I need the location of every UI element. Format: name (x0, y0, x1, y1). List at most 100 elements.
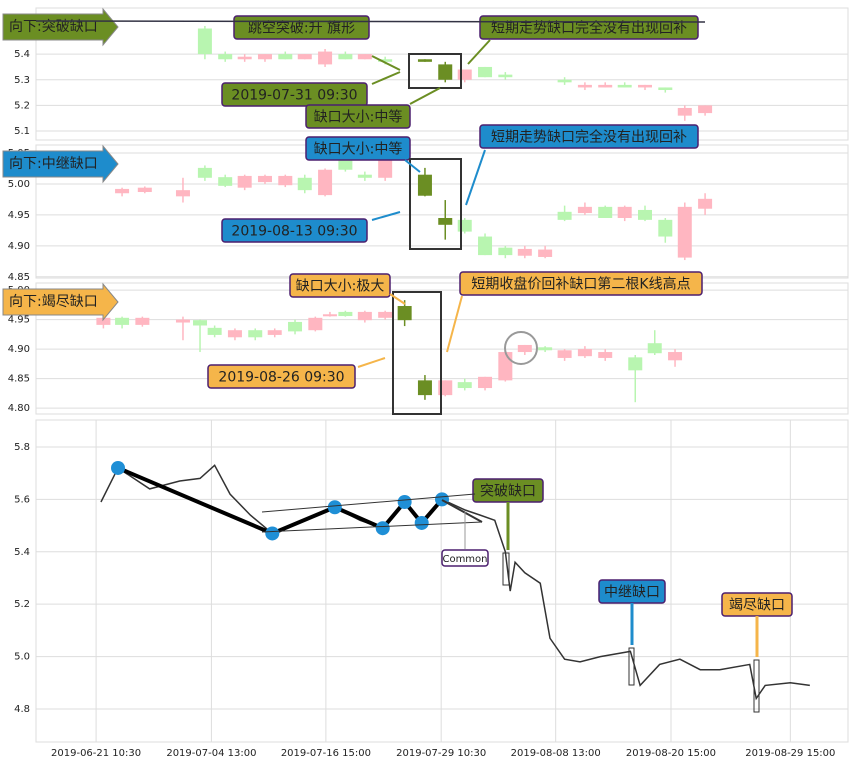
candle-body (538, 347, 553, 351)
y-tick-label: 4.90 (8, 241, 30, 252)
pattern-point (397, 495, 412, 510)
candle-body (397, 306, 412, 321)
candle-body (357, 311, 372, 321)
y-tick-label: 5.4 (14, 49, 30, 60)
y-tick-label: 5.00 (8, 179, 30, 190)
pattern-point (327, 500, 342, 515)
y-tick-label: 5.3 (14, 75, 30, 86)
candle-body (478, 236, 493, 256)
candle-body (378, 59, 393, 62)
annotation-box (305, 136, 411, 161)
annotation-text: 2019-08-13 09:30 (231, 224, 357, 240)
x-tick-label: 2019-08-29 15:00 (745, 748, 835, 759)
content: 5.15.25.35.4向下:突破缺口 跳空突破:升 旗形 短期走势缺口完全没有出现… (2, 7, 848, 759)
annotation-box (305, 104, 411, 129)
y-tick-label: 5.0 (14, 652, 30, 663)
candle-body (538, 249, 553, 257)
candle-body (417, 59, 432, 62)
tag-arrow (2, 144, 119, 184)
candle-body (322, 314, 337, 317)
candle-body (115, 317, 130, 325)
annotation-box (207, 364, 356, 389)
candle-body (577, 84, 592, 88)
annotation-box (221, 218, 368, 243)
annotation-text: 短期走势缺口完全没有出现回补 (491, 129, 687, 146)
x-tick-label: 2019-07-04 13:00 (166, 748, 256, 759)
annotation-text: 缺口大小:极大 (296, 279, 385, 295)
annotation-text: 短期收盘价回补缺口第二根K线高点 (471, 276, 690, 293)
candle-body (658, 219, 673, 237)
candle-body (577, 349, 592, 357)
candle-body (227, 330, 242, 338)
price-line (100, 464, 810, 701)
candle-body (598, 206, 613, 218)
candle-body (628, 357, 643, 371)
candle-body (357, 174, 372, 178)
candle-body (498, 352, 513, 381)
candle-body (207, 327, 222, 335)
y-tick-label: 4.85 (8, 272, 30, 283)
annotation-box (289, 273, 391, 298)
candle-body (598, 352, 613, 358)
candle-body (457, 69, 472, 80)
candle-body (338, 54, 353, 60)
candle-body (517, 248, 532, 256)
y-tick-label: 5.2 (14, 100, 30, 111)
tag-arrow (2, 7, 119, 47)
candle-body (577, 206, 592, 214)
candle-body (338, 159, 353, 170)
candle-body (417, 380, 432, 396)
candle-body (498, 247, 513, 256)
candle-body (638, 209, 652, 220)
candle-body (137, 187, 152, 193)
x-tick-label: 2019-06-21 10:30 (51, 748, 141, 759)
candle-body (308, 317, 323, 331)
y-tick-label: 4.95 (8, 210, 30, 221)
candle-body (557, 79, 572, 83)
annotation-text: 2019-08-26 09:30 (218, 370, 344, 386)
annotation-text: 缺口大小:中等 (314, 109, 403, 126)
candle-body (478, 66, 493, 78)
candle-body (197, 167, 212, 178)
y-tick-label: 4.8 (14, 704, 30, 715)
annotation-text: 突破缺口 (480, 484, 536, 500)
candle-body (318, 51, 333, 65)
candle-body (457, 382, 472, 389)
annotation-text: 缺口大小:中等 (314, 141, 403, 158)
candle-body (638, 84, 652, 88)
annotation-text: 短期走势缺口完全没有出现回补 (491, 20, 687, 37)
y-tick-label: 5.6 (14, 494, 30, 505)
candle-body (197, 28, 212, 55)
y-tick-label: 4.80 (8, 403, 30, 414)
candle-body (378, 159, 393, 178)
candle-body (193, 320, 208, 326)
decor (35, 20, 760, 713)
candle-body (677, 107, 692, 116)
candle-body (297, 177, 312, 191)
candle-body (598, 84, 613, 88)
x-tick-label: 2019-07-16 15:00 (281, 748, 371, 759)
annotation-box (221, 82, 368, 107)
candle-body (278, 175, 293, 186)
pattern-point (111, 460, 126, 475)
candle-body (647, 343, 662, 354)
annotation-text: 竭尽缺口 (729, 598, 785, 614)
x-tick-label: 2019-07-29 10:30 (396, 748, 486, 759)
pattern-point (265, 526, 280, 541)
candle-body (257, 54, 272, 60)
candle-body (257, 175, 272, 183)
candle-body (517, 344, 532, 353)
candle-body (248, 330, 263, 338)
candle-body (357, 54, 372, 60)
candle-body (668, 352, 683, 361)
x-tick-label: 2019-08-08 13:00 (511, 748, 601, 759)
candle-body (237, 175, 252, 188)
candle-body (175, 190, 190, 197)
annotation-text: Common (442, 554, 487, 565)
candle-body (338, 311, 353, 317)
y-tick-label: 5.2 (14, 599, 30, 610)
annotation-box (479, 124, 699, 149)
panel-tag: 向下:中继缺口 (9, 156, 98, 172)
candle-body (677, 206, 692, 258)
